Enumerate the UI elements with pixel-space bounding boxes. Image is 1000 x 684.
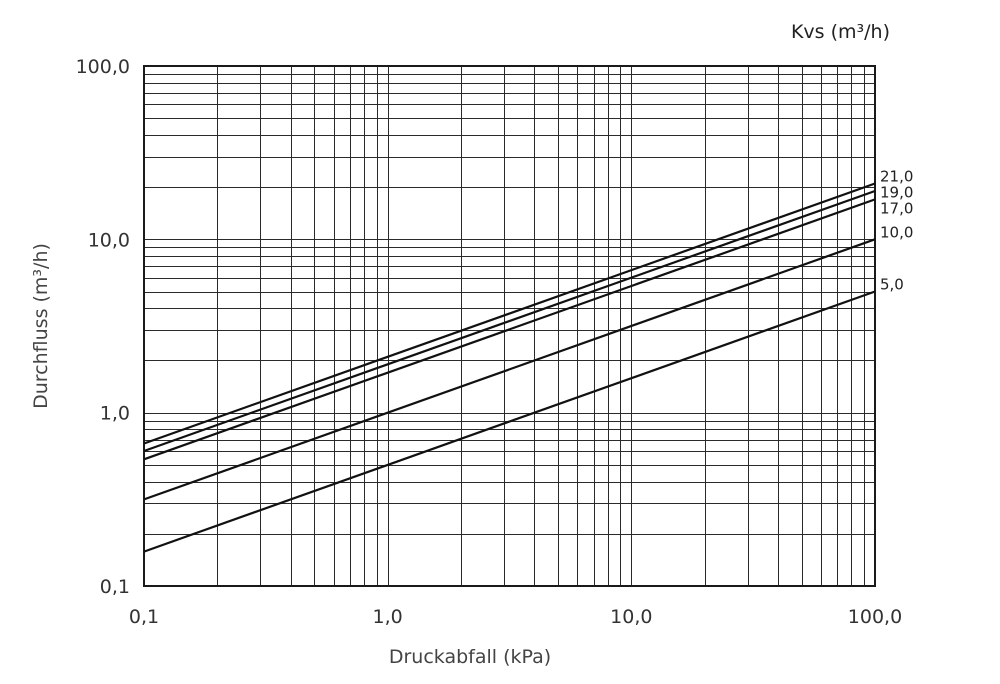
- series-line-kvs-17: [143, 198, 876, 461]
- y-tick-label: 0,1: [100, 576, 130, 598]
- x-axis-label: Druckabfall (kPa): [389, 646, 551, 668]
- grid: [144, 66, 876, 587]
- y-tick-labels: 0,1 1,0 10,0 100,0: [76, 56, 130, 598]
- x-tick-label: 1,0: [373, 606, 403, 628]
- plot-frame: [143, 65, 876, 587]
- x-tick-labels: 0,1 1,0 10,0 100,0: [129, 606, 902, 628]
- series-line-kvs-5: [143, 290, 876, 553]
- series-label-kvs-19: 19,0: [880, 183, 913, 201]
- series-label-kvs-10: 10,0: [880, 223, 913, 241]
- x-tick-label: 10,0: [610, 606, 652, 628]
- series-label-kvs-17: 17,0: [880, 199, 913, 217]
- y-tick-label: 1,0: [100, 403, 130, 425]
- legend-title: Kvs (m³/h): [791, 21, 890, 43]
- x-tick-label: 0,1: [129, 606, 159, 628]
- series-line-kvs-10: [143, 238, 876, 501]
- series-labels: 21,019,017,0 10,0 5,0: [880, 167, 913, 293]
- series-group: [143, 182, 876, 553]
- x-tick-label: 100,0: [848, 606, 902, 628]
- y-tick-label: 10,0: [88, 229, 130, 251]
- y-axis-label: Durchfluss (m³/h): [30, 243, 52, 409]
- series-label-kvs-5: 5,0: [880, 276, 904, 294]
- series-line-kvs-19: [143, 189, 876, 453]
- series-line-kvs-21: [143, 182, 876, 445]
- series-label-kvs-21: 21,0: [880, 167, 913, 185]
- y-tick-label: 100,0: [76, 56, 130, 78]
